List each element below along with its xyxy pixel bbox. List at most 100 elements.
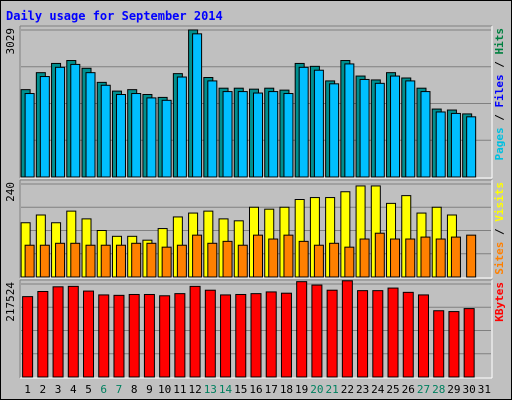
bar-kbytes-day-15 xyxy=(235,293,247,378)
x-tick-label-day-22: 22 xyxy=(341,383,354,396)
bar-kbytes-day-1 xyxy=(22,296,34,378)
legend-entry: Visits xyxy=(493,182,506,222)
legend-entry: Files xyxy=(493,74,506,107)
bar-kbytes-day-16 xyxy=(250,293,262,378)
panel-visits-sites: 240 Sites / Visits xyxy=(4,179,506,279)
bar-files-day-29 xyxy=(450,112,461,178)
bar-files-day-5 xyxy=(85,72,96,178)
legend-entry: / xyxy=(493,108,506,128)
bar-files-day-18 xyxy=(283,93,294,178)
bar-kbytes-day-28 xyxy=(433,310,445,378)
bar-sites-day-17 xyxy=(268,238,279,278)
x-tick-label-day-18: 18 xyxy=(280,383,293,396)
bar-sites-day-21 xyxy=(329,242,340,278)
legend-entry: / xyxy=(493,55,506,75)
bar-files-day-26 xyxy=(405,80,416,178)
x-tick-label-day-9: 9 xyxy=(146,383,153,396)
x-tick-label-day-1: 1 xyxy=(24,383,31,396)
bar-sites-day-27 xyxy=(420,236,431,278)
bar-sites-day-2 xyxy=(39,244,50,278)
panel-kbytes: 217524 KBytes xyxy=(4,279,506,379)
bar-kbytes-day-18 xyxy=(280,292,292,378)
bar-sites-day-6 xyxy=(100,244,111,278)
bar-kbytes-day-21 xyxy=(326,289,338,378)
panels-layer: 3029 Pages / Files / Hits 240 Sites / Visit… xyxy=(4,25,506,379)
bar-kbytes-day-17 xyxy=(265,291,277,378)
bar-kbytes-day-3 xyxy=(52,286,64,378)
bar-kbytes-day-19 xyxy=(296,281,308,378)
bar-kbytes-day-26 xyxy=(402,291,414,378)
bar-sites-day-20 xyxy=(313,244,324,278)
bar-files-day-27 xyxy=(420,91,431,178)
x-tick-label-day-4: 4 xyxy=(70,383,77,396)
bar-kbytes-day-20 xyxy=(311,284,323,378)
x-tick-label-day-8: 8 xyxy=(131,383,138,396)
x-tick-label-day-6: 6 xyxy=(100,383,107,396)
bar-files-day-3 xyxy=(55,66,66,178)
x-tick-label-day-2: 2 xyxy=(40,383,47,396)
bar-kbytes-day-6 xyxy=(98,294,110,378)
bar-kbytes-day-27 xyxy=(417,294,429,378)
legend-entry: / xyxy=(493,222,506,242)
y-tick-label: 217524 xyxy=(4,282,17,322)
y-tick-label: 240 xyxy=(4,182,17,202)
x-tick-label-day-20: 20 xyxy=(310,383,323,396)
x-tick-label-day-28: 28 xyxy=(432,383,445,396)
bar-files-day-13 xyxy=(207,80,218,178)
bar-kbytes-day-12 xyxy=(189,285,201,378)
bar-files-day-14 xyxy=(222,91,233,178)
bar-sites-day-16 xyxy=(253,234,263,278)
x-tick-label-day-25: 25 xyxy=(386,383,399,396)
bar-files-day-4 xyxy=(70,63,81,178)
panel-hits-files-pages: 3029 Pages / Files / Hits xyxy=(4,25,506,179)
x-tick-label-day-15: 15 xyxy=(234,383,247,396)
bar-sites-day-26 xyxy=(405,238,416,278)
bar-kbytes-day-8 xyxy=(128,293,140,378)
panel-legend: Pages / Files / Hits xyxy=(493,28,506,161)
legend-entry: Sites xyxy=(493,242,506,275)
bar-sites-day-3 xyxy=(55,242,66,278)
bar-sites-day-11 xyxy=(176,244,187,278)
bar-kbytes-day-7 xyxy=(113,294,125,378)
bar-kbytes-day-29 xyxy=(448,311,460,378)
panel-legend: KBytes xyxy=(493,282,506,322)
bar-files-day-10 xyxy=(161,99,172,178)
bar-kbytes-day-13 xyxy=(204,289,216,378)
x-tick-label-day-24: 24 xyxy=(371,383,385,396)
bar-kbytes-day-14 xyxy=(220,294,232,378)
bar-files-day-6 xyxy=(100,84,111,178)
x-tick-label-day-30: 30 xyxy=(463,383,476,396)
bar-kbytes-day-22 xyxy=(341,280,353,378)
bar-files-day-12 xyxy=(192,33,203,178)
bar-files-day-21 xyxy=(329,83,340,178)
bar-kbytes-day-5 xyxy=(83,290,95,378)
bar-sites-day-28 xyxy=(435,238,446,278)
bar-sites-day-25 xyxy=(390,238,401,278)
bar-sites-day-19 xyxy=(298,240,309,278)
x-tick-label-day-5: 5 xyxy=(85,383,92,396)
bar-files-day-23 xyxy=(359,78,370,178)
bar-files-day-22 xyxy=(344,63,355,178)
bar-files-day-1 xyxy=(24,93,35,178)
panel-legend: Sites / Visits xyxy=(493,182,506,275)
bar-files-day-28 xyxy=(435,111,446,178)
bar-files-day-7 xyxy=(115,93,126,178)
bar-files-day-9 xyxy=(146,97,157,178)
x-tick-label-day-31: 31 xyxy=(478,383,491,396)
bar-files-day-8 xyxy=(131,93,142,178)
bar-sites-day-12 xyxy=(192,234,203,278)
bar-kbytes-day-9 xyxy=(143,293,155,378)
y-tick-label: 3029 xyxy=(4,28,17,55)
x-tick-label-day-23: 23 xyxy=(356,383,369,396)
x-tick-label-day-19: 19 xyxy=(295,383,308,396)
bar-files-day-11 xyxy=(176,76,187,178)
bar-files-day-15 xyxy=(237,91,248,178)
x-tick-label-day-10: 10 xyxy=(158,383,171,396)
bar-files-day-19 xyxy=(298,66,309,178)
bar-sites-day-24 xyxy=(374,232,385,278)
bar-files-day-25 xyxy=(390,75,401,178)
bar-sites-day-8 xyxy=(131,242,142,278)
bar-sites-day-5 xyxy=(85,244,96,278)
bar-files-day-16 xyxy=(253,92,263,178)
